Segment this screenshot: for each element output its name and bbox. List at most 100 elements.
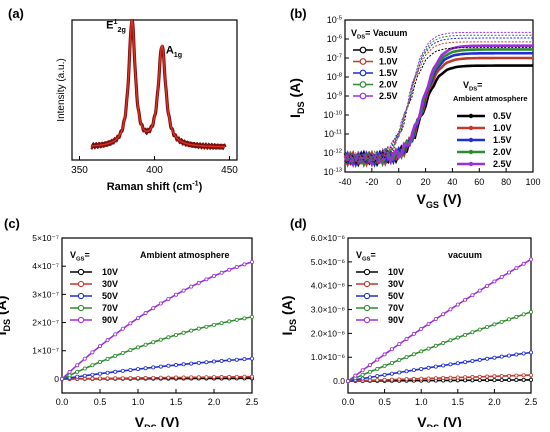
- output-point: [411, 368, 416, 373]
- output-point: [211, 359, 216, 364]
- output-point: [485, 374, 490, 379]
- output-x-tick-label: 0.0: [342, 397, 355, 407]
- output-point: [448, 362, 453, 367]
- output-point: [120, 376, 125, 381]
- output-point: [477, 374, 482, 379]
- output-point: [105, 376, 110, 381]
- output-point: [492, 378, 497, 383]
- output-point: [470, 330, 475, 335]
- output-point: [135, 345, 140, 350]
- output-point: [135, 367, 140, 372]
- vacuum-legend-label: 1.5V: [379, 68, 398, 78]
- output-point: [470, 358, 475, 363]
- output-y-tick-label: 3.0×10⁻⁶: [311, 305, 345, 315]
- output-point: [529, 309, 534, 314]
- output-x-tick-label: 2.5: [525, 397, 538, 407]
- output-point: [227, 358, 232, 363]
- output-point: [514, 314, 519, 319]
- output-point: [242, 357, 247, 362]
- output-point: [455, 302, 460, 307]
- output-legend-marker: [77, 280, 85, 288]
- output-point: [477, 327, 482, 332]
- transfer-y-tick-label: 10-6: [327, 34, 342, 44]
- output-x-tick-label: 0.0: [56, 397, 69, 407]
- output-point: [196, 326, 201, 331]
- output-point: [227, 267, 232, 272]
- vacuum-legend-label: 2.0V: [379, 80, 398, 90]
- output-point: [227, 319, 232, 324]
- output-point: [113, 332, 118, 337]
- output-point: [211, 375, 216, 380]
- transfer-y-tick-label: 10-11: [324, 129, 342, 139]
- output-point: [463, 297, 468, 302]
- output-point: [389, 347, 394, 352]
- output-x-tick-label: 0.5: [94, 397, 107, 407]
- output-point: [367, 375, 372, 380]
- panel-label-a: (a): [8, 6, 24, 21]
- output-point: [158, 337, 163, 342]
- output-point: [485, 356, 490, 361]
- output-point: [105, 370, 110, 375]
- output-point: [507, 270, 512, 275]
- output-point: [426, 346, 431, 351]
- output-point: [219, 375, 224, 380]
- transfer-x-tick-label: 40: [447, 177, 457, 187]
- output-point: [360, 372, 365, 377]
- output-point: [90, 363, 95, 368]
- output-y-tick-label: 6.0×10⁻⁶: [311, 233, 345, 243]
- output-legend-marker: [363, 268, 371, 276]
- output-point: [181, 362, 186, 367]
- output-point: [397, 370, 402, 375]
- output-point: [448, 338, 453, 343]
- output-point: [477, 288, 482, 293]
- output-point: [404, 355, 409, 360]
- output-point: [521, 377, 526, 382]
- output-point: [67, 369, 72, 374]
- output-point: [189, 361, 194, 366]
- output-y-tick-label: 1×10⁻⁷: [32, 346, 59, 356]
- output-legend-title: VGS=: [70, 250, 90, 263]
- output-point: [158, 364, 163, 369]
- output-point: [514, 373, 519, 378]
- output-point: [98, 376, 103, 381]
- output-legend-label: 30V: [102, 279, 118, 289]
- transfer-y-tick-label: 10-10: [324, 110, 343, 120]
- output-point: [82, 366, 87, 371]
- output-point: [507, 373, 512, 378]
- output-point: [426, 365, 431, 370]
- raman-x-tick-label: 450: [221, 165, 238, 176]
- output-point: [181, 288, 186, 293]
- raman-y-axis-label: Intensity (a.u.): [56, 58, 67, 121]
- transfer-x-tick-label: 20: [421, 177, 431, 187]
- ambient-legend-title: VDS=: [463, 80, 482, 93]
- output-point: [514, 266, 519, 271]
- vacuum-legend-title: VDS= Vacuum: [351, 28, 407, 41]
- output-point: [441, 363, 446, 368]
- output-point: [353, 373, 358, 378]
- output-point: [433, 317, 438, 322]
- output-legend-marker: [77, 268, 85, 276]
- vacuum-legend-marker: [359, 92, 367, 100]
- output-point: [166, 335, 171, 340]
- output-y-axis-label: IDS (A): [0, 296, 12, 336]
- ambient-legend-label: 1.0V: [493, 123, 512, 133]
- output-point: [105, 338, 110, 343]
- output-point: [382, 363, 387, 368]
- output-point: [397, 377, 402, 382]
- transfer-y-tick-label: 10-13: [324, 167, 342, 177]
- ambient-legend-label: 1.5V: [493, 135, 512, 145]
- output-legend-marker: [77, 316, 85, 324]
- output-point: [75, 369, 80, 374]
- output-point: [75, 363, 80, 368]
- output-point: [375, 378, 380, 383]
- output-point: [441, 312, 446, 317]
- ambient-legend-marker: [468, 137, 474, 143]
- output-legend-marker: [363, 280, 371, 288]
- output-point: [166, 297, 171, 302]
- output-point: [367, 362, 372, 367]
- output-point: [90, 372, 95, 377]
- output-point: [135, 376, 140, 381]
- output-legend-label: 10V: [102, 267, 118, 277]
